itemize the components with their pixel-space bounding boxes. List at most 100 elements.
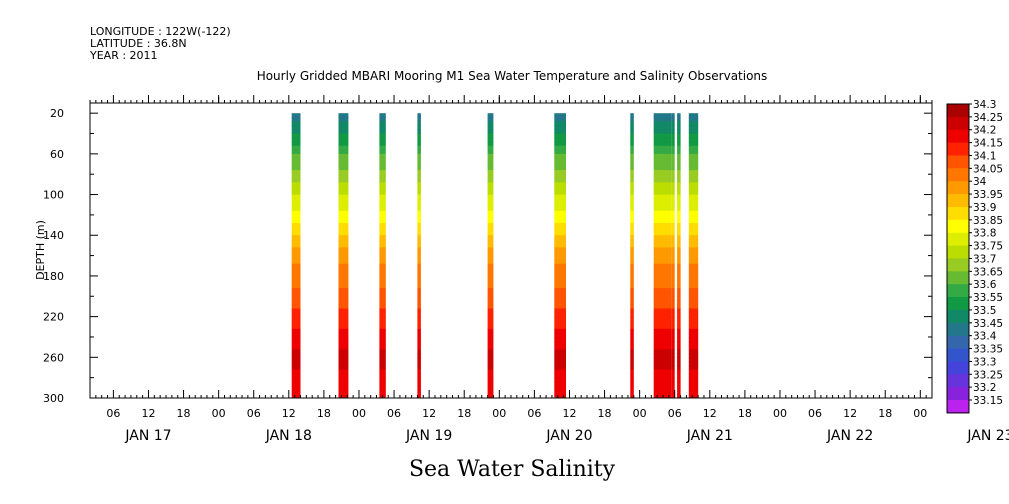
data-cell [291,206,301,212]
x-tick-label: 06 [527,407,541,420]
data-cell [291,227,301,232]
data-cell [630,324,634,330]
data-cell [487,186,494,191]
data-cell [671,349,675,354]
data-cell [291,369,301,375]
data-cell [417,170,421,175]
data-cell [671,312,675,318]
data-cell [417,247,421,252]
x-tick-label: 00 [492,407,506,420]
data-cell [653,137,672,143]
data-cell [487,275,494,281]
y-tick-label: 20 [50,107,64,120]
data-cell [379,166,386,171]
data-cell [554,337,566,342]
data-cell [487,227,494,232]
data-cell [671,271,675,277]
data-cell [417,214,421,220]
data-cell [487,210,494,216]
data-cell [630,178,634,183]
data-cell [338,170,349,175]
data-cell [630,214,634,220]
data-cell [338,393,349,399]
data-cell [554,304,566,309]
data-cell [688,357,699,362]
data-cell [630,312,634,318]
data-cell [671,332,675,338]
data-cell [417,369,421,375]
colorbar-label: 33.35 [973,344,1003,356]
data-cell [554,300,566,305]
data-cell [630,373,634,379]
data-cell [671,190,675,196]
data-cell [653,345,672,350]
data-cell [630,271,634,277]
data-cell [417,337,421,342]
x-tick-label: 06 [808,407,822,420]
data-cell [291,219,301,224]
data-cell [677,251,681,257]
colorbar-swatch [947,348,969,362]
data-cell [291,186,301,191]
data-cell [291,332,301,338]
data-column [554,113,566,399]
data-cell [554,206,566,212]
data-cell [671,267,675,273]
data-cell [291,235,301,240]
colorbar-label: 33.25 [973,369,1003,381]
data-cell [379,280,386,285]
data-cell [291,357,301,362]
colorbar-swatch [947,207,969,221]
data-cell [291,198,301,204]
data-cell [417,345,421,350]
data-cell [379,341,386,346]
data-cell [671,153,675,159]
data-cell [653,267,672,273]
data-cell [338,288,349,293]
colorbar-label: 34.1 [973,151,996,163]
data-cell [653,133,672,139]
data-cell [688,206,699,212]
data-cell [630,280,634,285]
data-cell [338,267,349,273]
data-cell [653,202,672,208]
data-cell [379,149,386,155]
data-cell [379,353,386,358]
colorbar-label: 33.45 [973,318,1003,330]
data-cell [653,121,672,126]
data-cell [417,296,421,301]
data-cell [338,223,349,228]
colorbar-label: 33.15 [973,395,1003,407]
data-cell [338,332,349,338]
data-cell [630,145,634,151]
data-cell [338,214,349,220]
data-cell [671,198,675,204]
data-cell [554,288,566,293]
data-cell [338,194,349,200]
data-column [379,113,386,399]
data-cell [677,320,681,326]
data-cell [688,186,699,191]
data-cell [630,292,634,297]
data-cell [487,198,494,204]
data-cell [291,255,301,261]
data-cell [671,369,675,375]
colorbar: 34.334.2534.234.1534.134.053433.9533.933… [946,99,1003,414]
data-cell [291,157,301,163]
colorbar-label: 33.55 [973,292,1003,304]
data-cell [291,353,301,358]
axes: 20 60 100 140 180 220 260 300 06 12 18 00 06 12 18 00 06… [43,95,1009,444]
data-cell [554,328,566,334]
data-cell [291,141,301,147]
data-cell [688,267,699,273]
data-cell [379,255,386,261]
data-cell [417,186,421,191]
data-cell [379,153,386,159]
x-tick-label: 18 [317,407,331,420]
data-cell [338,125,349,130]
data-cell [688,153,699,159]
data-cell [487,263,494,269]
data-cell [688,227,699,232]
data-cell [677,328,681,334]
data-cell [554,284,566,289]
